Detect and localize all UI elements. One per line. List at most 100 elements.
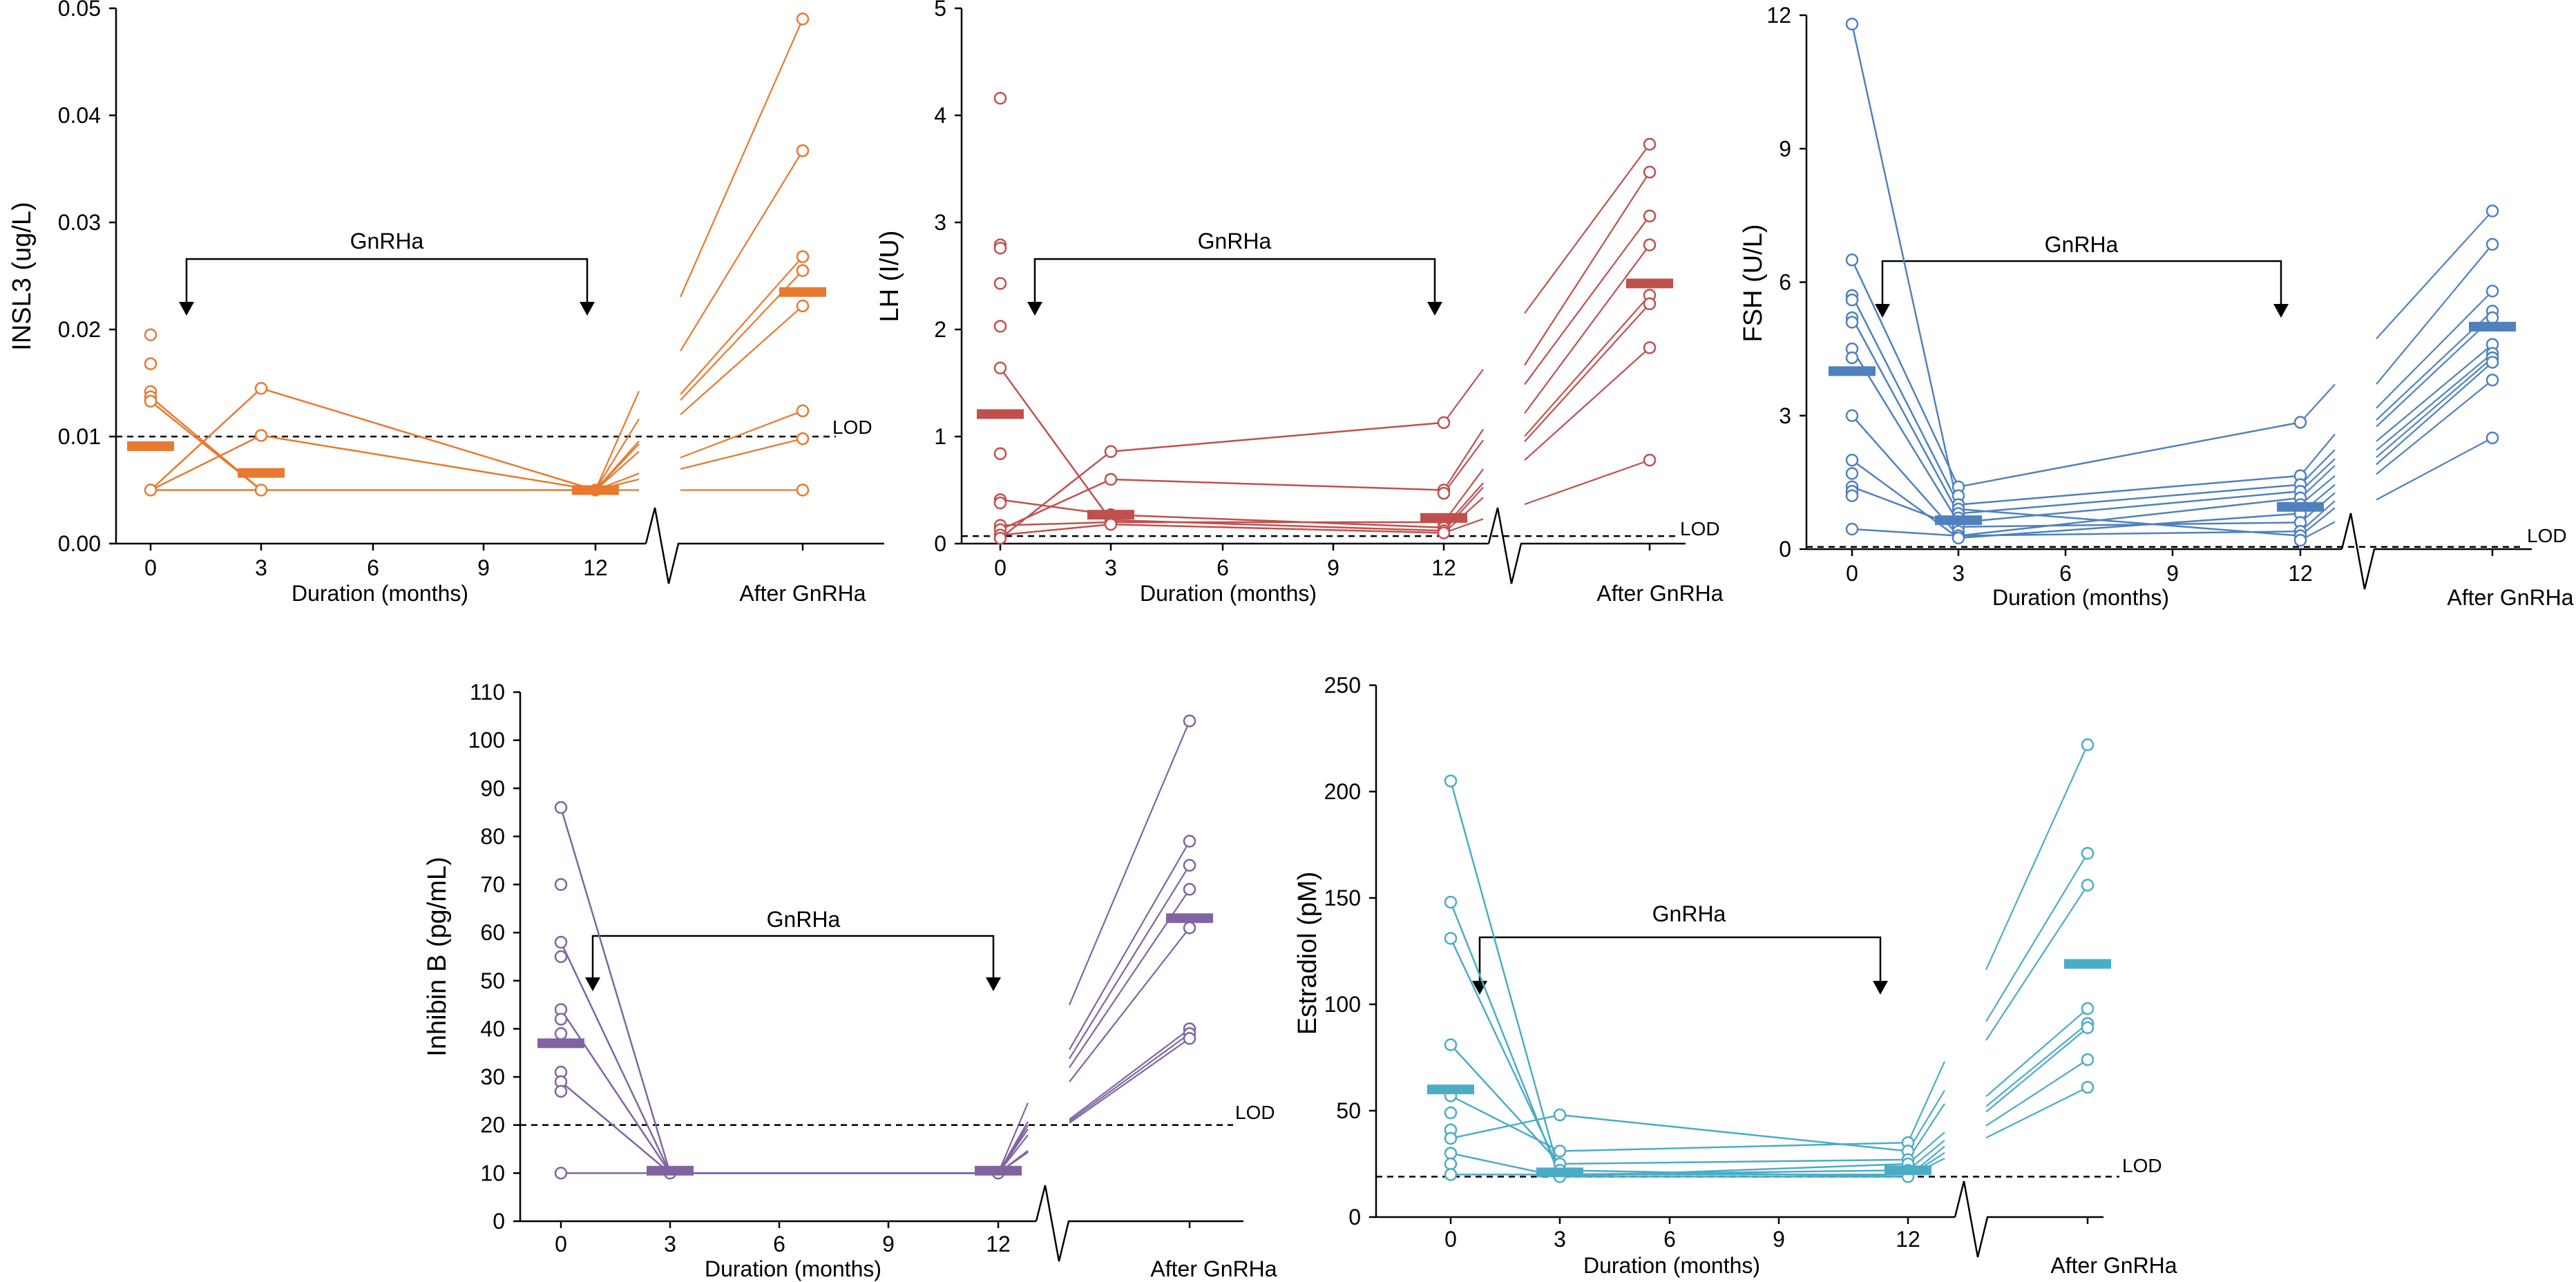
after-segment-b bbox=[680, 150, 803, 352]
after-segment-b bbox=[1069, 1028, 1190, 1120]
data-point-after bbox=[1643, 453, 1657, 467]
lod-label: LOD bbox=[2122, 1155, 2162, 1176]
x-tick-label: 12 bbox=[1431, 555, 1456, 580]
y-ticks: 0 50 100 150 200 250 bbox=[1324, 673, 1376, 1230]
after-segment-a bbox=[997, 1102, 1029, 1174]
data-point bbox=[993, 91, 1007, 105]
y-tick-label: 0 bbox=[493, 1209, 505, 1234]
y-tick-label: 70 bbox=[480, 872, 505, 897]
x-tick-label: 3 bbox=[255, 555, 267, 580]
trajectory-segment bbox=[1851, 295, 1960, 506]
x-tick-label: 9 bbox=[477, 555, 490, 580]
data-point bbox=[554, 1084, 568, 1098]
lod-label: LOD bbox=[1680, 518, 1720, 539]
after-segment-b bbox=[2376, 357, 2493, 458]
gnrha-bracket bbox=[185, 258, 589, 302]
data-point bbox=[993, 361, 1007, 375]
trajectories bbox=[150, 388, 596, 491]
median-bar bbox=[1829, 366, 1876, 376]
x-tick-label: 12 bbox=[986, 1232, 1011, 1256]
x-axis-label: Duration (months) bbox=[705, 1256, 881, 1281]
x-tick-label: 6 bbox=[773, 1232, 785, 1256]
x-tick-label: 0 bbox=[1846, 561, 1858, 586]
trajectory-segment bbox=[1851, 528, 1959, 537]
after-segment-b bbox=[1069, 1037, 1190, 1124]
medians bbox=[1829, 321, 2516, 526]
x-axis-label: Duration (months) bbox=[1583, 1253, 1760, 1278]
after-segment-a bbox=[594, 390, 640, 490]
trajectory-segment bbox=[1110, 478, 1444, 491]
x-tick-label: 9 bbox=[1327, 555, 1339, 580]
after-segment-b bbox=[1985, 744, 2089, 970]
data-point bbox=[993, 277, 1007, 290]
data-point bbox=[254, 429, 268, 442]
y-tick-label: 3 bbox=[934, 210, 946, 235]
data-point bbox=[1444, 1147, 1458, 1160]
after-segment-b bbox=[2376, 244, 2493, 385]
y-tick-label: 0.01 bbox=[58, 424, 101, 449]
after-segment-b bbox=[2376, 317, 2493, 428]
data-point-after bbox=[796, 432, 810, 446]
y-axis-label: Estradiol (pM) bbox=[1293, 872, 1322, 1035]
median-bar bbox=[2469, 321, 2516, 332]
data-point-after bbox=[1183, 883, 1196, 896]
trajectory-segment bbox=[1958, 530, 2301, 537]
data-point-after bbox=[2486, 311, 2499, 325]
data-point bbox=[1444, 932, 1458, 945]
median-bar bbox=[1626, 278, 1673, 289]
trajectories bbox=[1851, 23, 2301, 539]
trajectory-segment bbox=[1958, 513, 2301, 539]
y-tick-label: 50 bbox=[1336, 1098, 1361, 1123]
data-point bbox=[144, 357, 158, 370]
after-segment-b bbox=[1985, 884, 2088, 1041]
x-ticks: 0 3 6 9 12 bbox=[994, 544, 1651, 580]
median-bar bbox=[2064, 959, 2111, 969]
x-tick-label: 3 bbox=[1105, 555, 1117, 580]
trajectory-segment bbox=[1110, 523, 1444, 534]
after-segment-b bbox=[1524, 294, 1650, 437]
after-segment-b bbox=[1069, 841, 1190, 1051]
after-segment-b bbox=[1524, 216, 1650, 385]
trajectory-segment bbox=[1851, 259, 1960, 488]
median-bar bbox=[779, 287, 826, 297]
trajectory-segment bbox=[1958, 497, 2301, 537]
after-segment-a bbox=[1443, 439, 1484, 494]
after-segment-a bbox=[1443, 518, 1484, 534]
after-segment-b bbox=[2376, 290, 2493, 409]
data-point bbox=[1104, 445, 1118, 458]
trajectories bbox=[999, 367, 1444, 539]
median-bar bbox=[1427, 1084, 1474, 1095]
data-point-after bbox=[1643, 165, 1657, 179]
y-tick-label: 12 bbox=[1766, 3, 1791, 28]
bracket-arrow-right bbox=[1873, 981, 1888, 995]
after-segment-b bbox=[1985, 1008, 2088, 1098]
data-point bbox=[1444, 774, 1458, 787]
data-point bbox=[993, 532, 1007, 545]
trajectory-segment bbox=[1559, 1113, 1909, 1152]
trajectory-segment bbox=[1559, 1169, 1909, 1178]
data-point-after bbox=[2081, 1002, 2095, 1015]
data-point-after bbox=[796, 12, 810, 26]
median-bar bbox=[572, 485, 619, 495]
gnrha-bracket bbox=[1478, 936, 1882, 981]
trajectory-segment bbox=[560, 1081, 671, 1174]
data-point bbox=[254, 382, 268, 395]
x-tick-label: 3 bbox=[1952, 561, 1965, 586]
y-tick-label: 0 bbox=[1779, 537, 1791, 562]
data-points bbox=[1845, 17, 2499, 547]
x-tick-label: 12 bbox=[583, 555, 608, 580]
data-point-after bbox=[796, 264, 810, 277]
median-bar bbox=[977, 409, 1024, 419]
after-segment-b bbox=[2376, 352, 2493, 451]
trajectory-segment bbox=[1000, 478, 1112, 530]
y-ticks: 0.00 0.01 0.02 0.03 0.04 0.05 bbox=[58, 0, 116, 556]
after-segment-b bbox=[2376, 437, 2493, 501]
data-point-after bbox=[1183, 714, 1196, 728]
data-point bbox=[993, 447, 1007, 461]
data-point-after bbox=[1183, 1032, 1196, 1045]
data-point bbox=[1104, 472, 1118, 486]
x-tick-label: 0 bbox=[144, 555, 157, 580]
data-point-after bbox=[796, 144, 810, 157]
data-point bbox=[1444, 1106, 1458, 1120]
after-segment-b bbox=[2376, 379, 2493, 475]
